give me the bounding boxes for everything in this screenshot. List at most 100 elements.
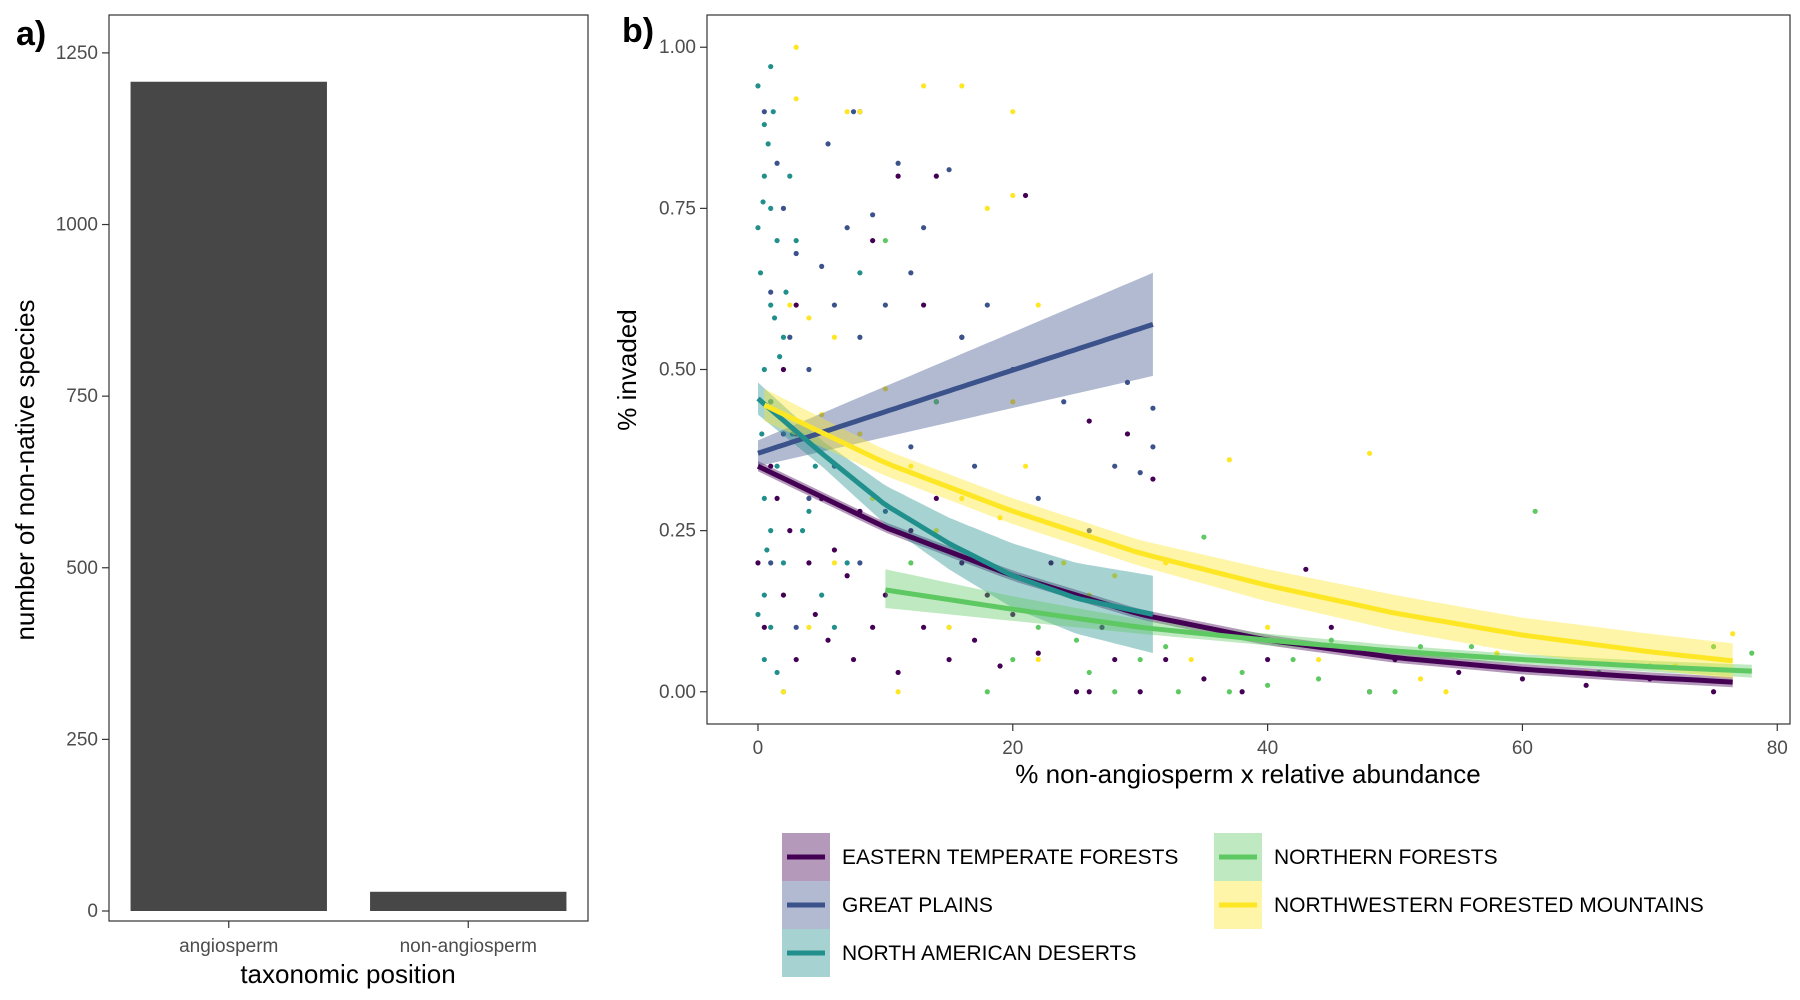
- bar-non-angiosperm: [370, 891, 567, 911]
- fit-line-northern-forests: [885, 587, 1752, 674]
- point-great-plains: [780, 431, 787, 437]
- point-northern-forests: [1239, 669, 1245, 676]
- panel-b-tag: b): [622, 12, 654, 50]
- point-north-american-deserts: [768, 528, 774, 534]
- point-great-plains: [908, 270, 914, 276]
- point-north-american-deserts: [806, 508, 812, 514]
- point-north-american-deserts: [764, 547, 770, 553]
- point-northwestern-forested-mountains: [1366, 450, 1373, 456]
- legend-label-northern-forests: NORTHERN FORESTS: [1274, 846, 1498, 869]
- point-great-plains: [1150, 405, 1156, 411]
- point-great-plains: [882, 508, 888, 514]
- point-northern-forests: [1137, 656, 1143, 663]
- point-great-plains: [1112, 463, 1118, 469]
- point-eastern-temperate-forests: [895, 669, 901, 676]
- point-northern-forests: [1328, 637, 1334, 643]
- point-north-american-deserts: [783, 289, 789, 295]
- point-northwestern-forested-mountains: [1188, 656, 1194, 663]
- point-eastern-temperate-forests: [933, 173, 939, 179]
- point-north-american-deserts: [755, 225, 761, 231]
- panel-b-fit-lines: [756, 322, 1752, 685]
- panel-b-y-tick-label: 1.00: [659, 37, 696, 58]
- panel-b-y-tick-label: 0.50: [659, 360, 696, 381]
- fit-line-north-american-deserts: [756, 396, 1154, 617]
- point-eastern-temperate-forests: [1086, 689, 1092, 695]
- point-northwestern-forested-mountains: [857, 109, 863, 115]
- point-north-american-deserts: [774, 237, 780, 244]
- point-northern-forests: [984, 689, 990, 695]
- panel-b-x-axis: 0 20 40 60 80: [753, 724, 1788, 759]
- panel-a: a) 0 250 500 750 1000 1250 angiosperm non-angi…: [10, 14, 589, 989]
- point-northwestern-forested-mountains: [1226, 457, 1232, 463]
- point-eastern-temperate-forests: [971, 637, 978, 643]
- point-great-plains: [768, 560, 774, 566]
- point-eastern-temperate-forests: [850, 656, 857, 663]
- point-eastern-temperate-forests: [1710, 689, 1717, 695]
- point-great-plains: [921, 225, 927, 231]
- point-eastern-temperate-forests: [959, 560, 965, 566]
- panel-b-x-tick-label: 80: [1767, 738, 1788, 759]
- point-northern-forests: [1010, 656, 1016, 663]
- point-eastern-temperate-forests: [933, 495, 939, 502]
- point-north-american-deserts: [799, 528, 806, 534]
- panel-a-tag: a): [16, 15, 46, 53]
- point-eastern-temperate-forests: [1099, 624, 1105, 630]
- point-north-american-deserts: [765, 141, 771, 147]
- point-eastern-temperate-forests: [921, 302, 927, 308]
- point-eastern-temperate-forests: [1519, 676, 1526, 682]
- point-great-plains: [946, 167, 952, 173]
- point-north-american-deserts: [768, 399, 774, 405]
- panel-a-y-tick-label: 1250: [56, 43, 98, 64]
- fit-line-northwestern-forested-mountains: [763, 402, 1733, 664]
- point-eastern-temperate-forests: [793, 656, 799, 663]
- point-great-plains: [1035, 495, 1041, 502]
- panel-a-y-tick-label: 750: [66, 386, 98, 407]
- point-north-american-deserts: [774, 463, 780, 469]
- point-great-plains: [825, 141, 831, 147]
- point-eastern-temperate-forests: [1010, 611, 1016, 618]
- point-north-american-deserts: [755, 83, 761, 89]
- panel-b-x-title: % non-angiosperm x relative abundance: [1015, 759, 1480, 789]
- point-great-plains: [895, 160, 901, 166]
- point-eastern-temperate-forests: [908, 528, 914, 534]
- point-great-plains: [780, 205, 787, 211]
- point-north-american-deserts: [777, 354, 783, 360]
- point-northern-forests: [933, 399, 939, 405]
- point-eastern-temperate-forests: [997, 663, 1003, 669]
- point-north-american-deserts: [760, 199, 766, 205]
- ci-ribbon-great-plains: [758, 272, 1153, 467]
- point-northwestern-forested-mountains: [1265, 624, 1271, 630]
- panel-a-x-tick-label: angiosperm: [179, 936, 278, 957]
- point-northern-forests: [1086, 669, 1092, 676]
- point-northern-forests: [1392, 689, 1398, 695]
- point-great-plains: [774, 160, 780, 166]
- panel-b-x-tick-label: 0: [753, 738, 764, 759]
- point-eastern-temperate-forests: [1163, 656, 1169, 663]
- point-eastern-temperate-forests: [1583, 682, 1589, 688]
- point-north-american-deserts: [774, 669, 780, 676]
- point-eastern-temperate-forests: [1112, 656, 1118, 663]
- point-eastern-temperate-forests: [831, 547, 838, 553]
- point-eastern-temperate-forests: [895, 173, 901, 179]
- point-north-american-deserts: [768, 624, 774, 630]
- point-eastern-temperate-forests: [755, 560, 761, 566]
- point-northwestern-forested-mountains: [908, 463, 914, 469]
- point-great-plains: [870, 212, 876, 218]
- point-northwestern-forested-mountains: [895, 689, 901, 695]
- point-great-plains: [787, 334, 793, 340]
- point-eastern-temperate-forests: [844, 573, 850, 579]
- point-eastern-temperate-forests: [812, 611, 818, 618]
- point-north-american-deserts: [761, 495, 767, 502]
- point-northern-forests: [1290, 656, 1296, 663]
- point-eastern-temperate-forests: [1150, 476, 1156, 482]
- point-northwestern-forested-mountains: [1494, 650, 1500, 656]
- panel-a-bars: [130, 81, 567, 911]
- panel-a-x-axis: angiosperm non-angiosperm: [179, 921, 537, 957]
- point-northwestern-forested-mountains: [1417, 676, 1424, 682]
- point-northern-forests: [1710, 644, 1717, 650]
- point-north-american-deserts: [768, 302, 774, 308]
- point-northern-forests: [1226, 689, 1232, 695]
- point-eastern-temperate-forests: [768, 463, 774, 469]
- panel-a-y-tick-label: 1000: [56, 215, 98, 236]
